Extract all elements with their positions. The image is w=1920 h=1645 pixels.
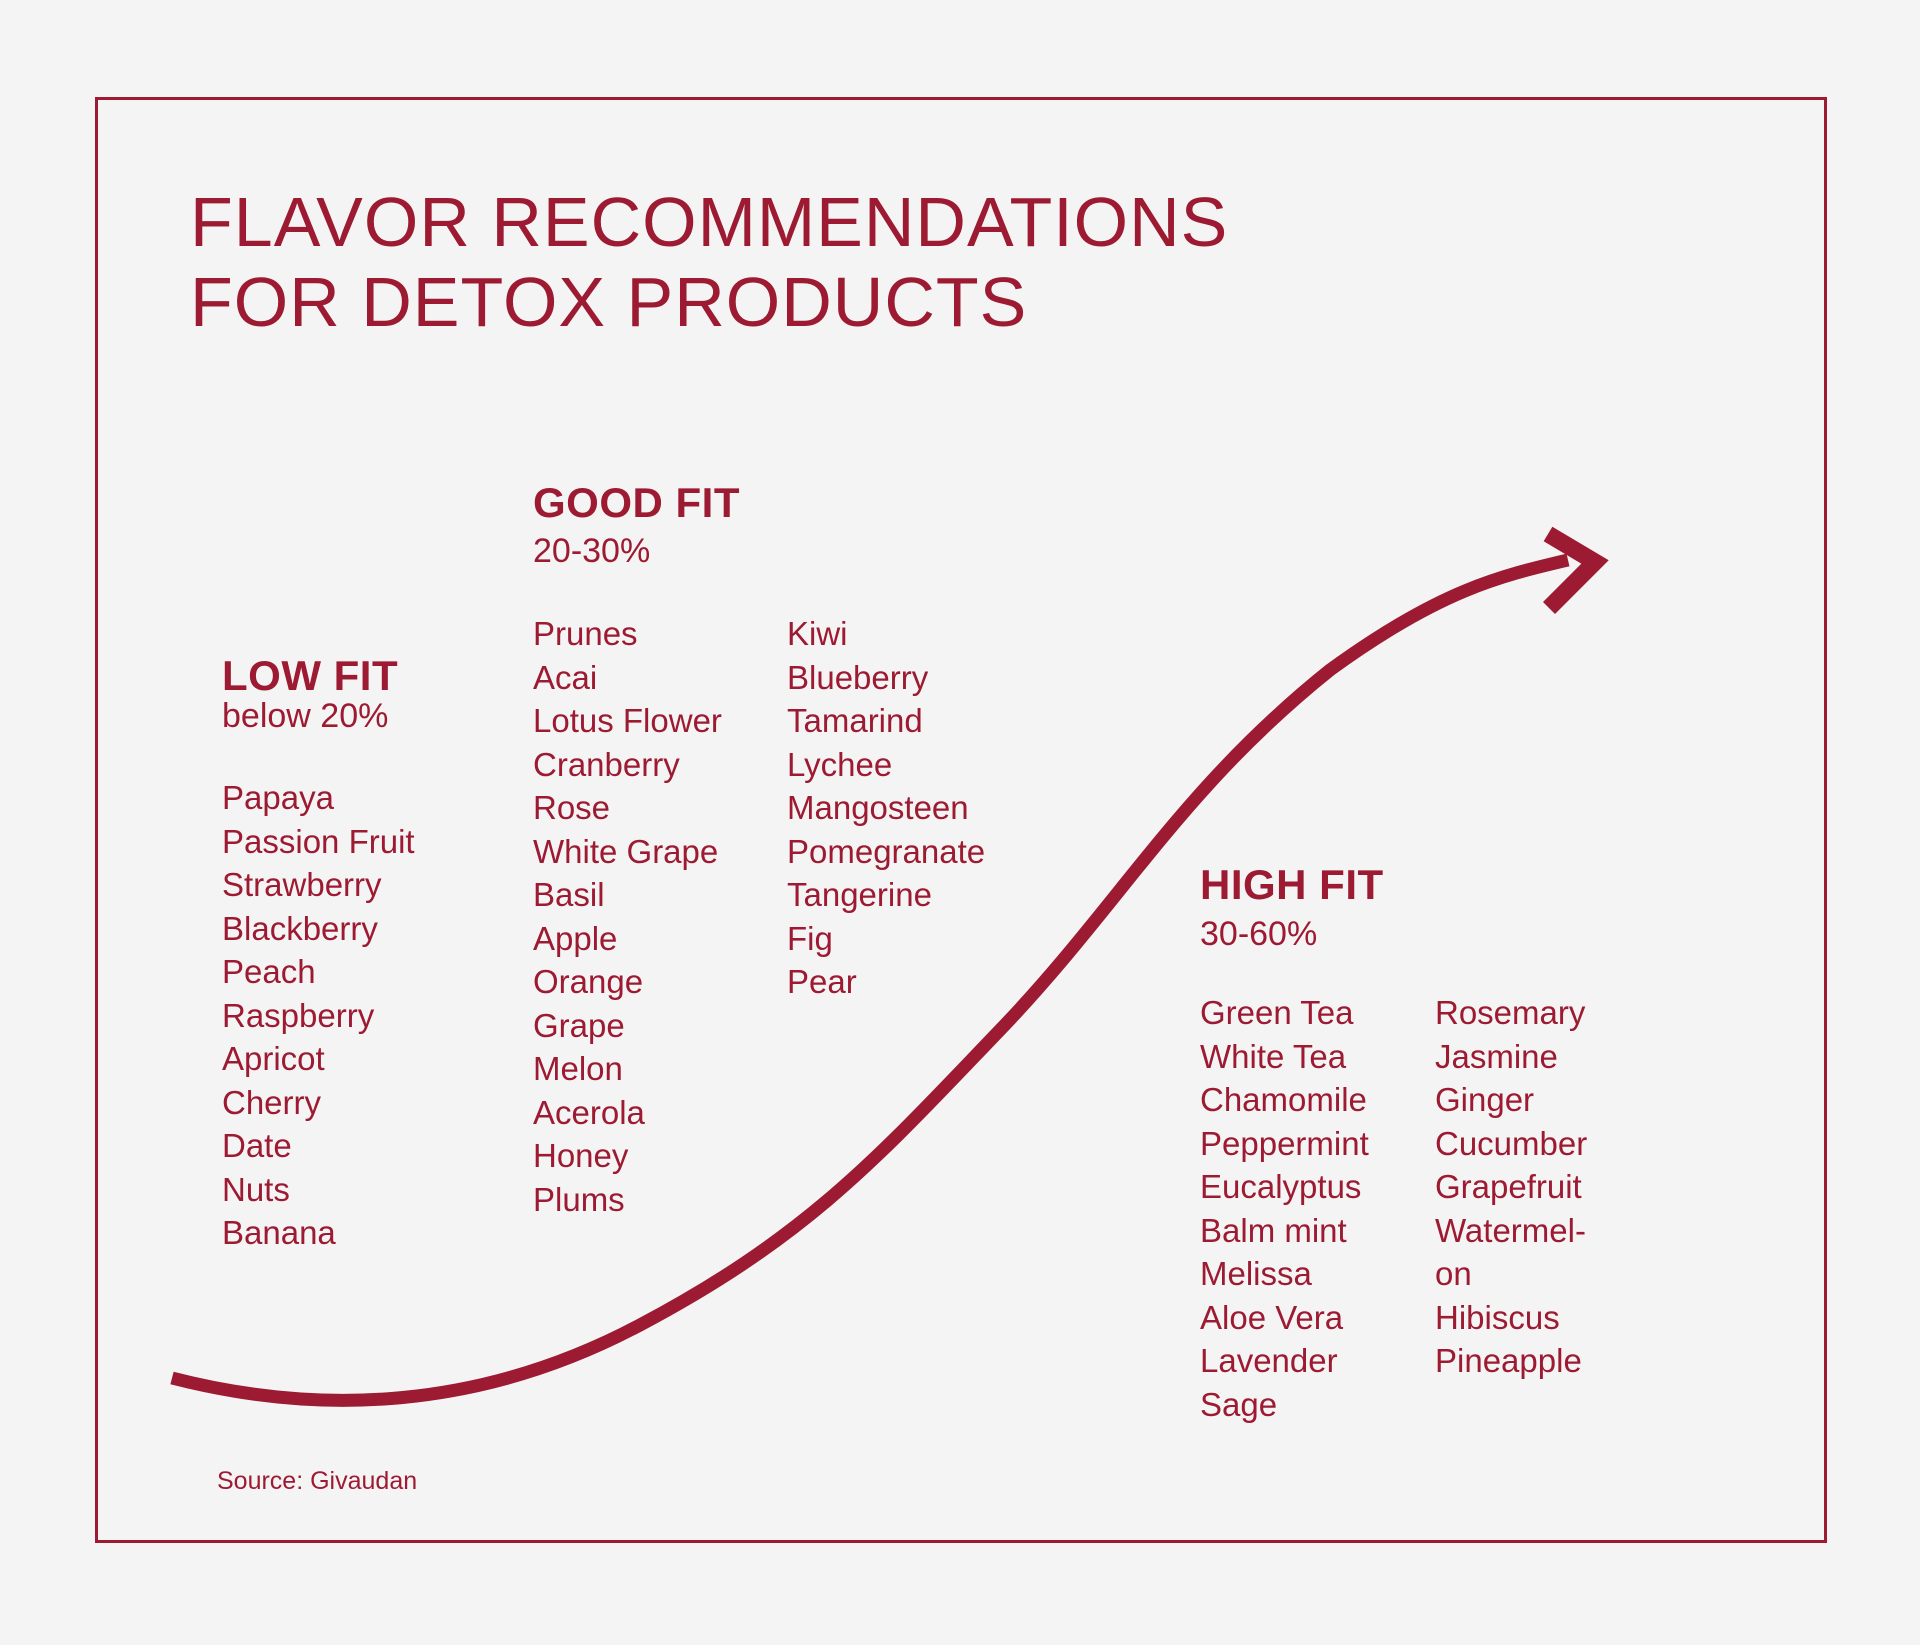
section-label-low-fit: LOW FIT bbox=[222, 652, 399, 699]
flavor-item: Pineapple bbox=[1435, 1342, 1582, 1379]
flavor-item: Strawberry bbox=[222, 866, 382, 903]
flavor-item: White Tea bbox=[1200, 1037, 1347, 1075]
flavor-item: Prunes bbox=[533, 615, 638, 652]
flavor-item: on bbox=[1435, 1255, 1472, 1292]
flavor-item: Papaya bbox=[222, 779, 334, 816]
flavor-item: Pomegranate bbox=[787, 832, 986, 870]
flavor-item: Fig bbox=[787, 919, 833, 957]
flavor-item: Mangosteen bbox=[787, 789, 969, 826]
flavor-item: Lotus Flower bbox=[533, 702, 722, 739]
flavor-item: Lychee bbox=[787, 745, 893, 783]
section-range-low-fit: below 20% bbox=[222, 697, 389, 735]
flavor-list-good-fit-col2: Kiwi Blueberry Tamarind Lychee Mangosteen Pom… bbox=[787, 612, 985, 1004]
flavor-item: White Grape bbox=[533, 832, 719, 870]
flavor-item: Kiwi bbox=[787, 615, 848, 652]
page-title-line1: FLAVOR RECOMMENDATIONS bbox=[190, 183, 1229, 261]
flavor-item: Tangerine bbox=[787, 876, 932, 913]
flavor-item: Honey bbox=[533, 1137, 629, 1174]
flavor-item: Cranberry bbox=[533, 745, 680, 783]
section-label-high-fit: HIGH FIT bbox=[1200, 861, 1384, 908]
flavor-item: Grapefruit bbox=[1435, 1168, 1582, 1205]
flavor-list-good-fit-col1: Prunes Acai Lotus Flower Cranberry Rose White… bbox=[533, 612, 722, 1221]
flavor-item: Green Tea bbox=[1200, 994, 1354, 1031]
flavor-list-high-fit-col1: Green Tea White Tea Chamomile Peppermint Euc… bbox=[1200, 991, 1369, 1426]
source-note: Source: Givaudan bbox=[217, 1467, 418, 1495]
flavor-item: Balm mint bbox=[1200, 1211, 1347, 1249]
flavor-item: Plums bbox=[533, 1180, 625, 1218]
flavor-item: Acerola bbox=[533, 1093, 645, 1131]
flavor-item: Nuts bbox=[222, 1170, 290, 1208]
flavor-item: Pear bbox=[787, 963, 857, 1000]
flavor-item: Basil bbox=[533, 876, 605, 913]
flavor-item: Banana bbox=[222, 1214, 336, 1251]
flavor-item: Melon bbox=[533, 1050, 623, 1087]
flavor-item: Passion Fruit bbox=[222, 822, 415, 860]
flavor-item: Blackberry bbox=[222, 909, 378, 947]
flavor-item: Date bbox=[222, 1127, 292, 1164]
flavor-item: Apple bbox=[533, 919, 618, 957]
flavor-item: Melissa bbox=[1200, 1255, 1312, 1292]
flavor-item: Grape bbox=[533, 1006, 625, 1044]
flavor-item: Ginger bbox=[1435, 1081, 1535, 1118]
section-label-good-fit: GOOD FIT bbox=[533, 479, 740, 526]
flavor-item: Raspberry bbox=[222, 996, 375, 1034]
page-title: FLAVOR RECOMMENDATIONS FOR DETOX PRODUCT… bbox=[190, 182, 1228, 342]
page-title-line2: FOR DETOX PRODUCTS bbox=[190, 263, 1028, 341]
flavor-list-low-fit: Papaya Passion Fruit Strawberry Blackberry P… bbox=[222, 776, 415, 1255]
flavor-item: Rosemary bbox=[1435, 994, 1586, 1031]
flavor-item: Watermel- bbox=[1435, 1211, 1586, 1249]
flavor-item: Hibiscus bbox=[1435, 1298, 1560, 1336]
flavor-item: Rose bbox=[533, 789, 611, 826]
flavor-item: Sage bbox=[1200, 1385, 1278, 1423]
section-range-good-fit: 20-30% bbox=[533, 532, 651, 570]
flavor-item: Tamarind bbox=[787, 702, 923, 739]
flavor-item: Eucalyptus bbox=[1200, 1168, 1362, 1205]
flavor-item: Cucumber bbox=[1435, 1124, 1588, 1162]
flavor-item: Lavender bbox=[1200, 1342, 1338, 1379]
flavor-item: Blueberry bbox=[787, 658, 929, 696]
flavor-item: Acai bbox=[533, 658, 598, 696]
flavor-item: Aloe Vera bbox=[1200, 1298, 1344, 1336]
flavor-item: Orange bbox=[533, 963, 644, 1000]
flavor-item: Chamomile bbox=[1200, 1081, 1367, 1118]
flavor-item: Peppermint bbox=[1200, 1124, 1369, 1162]
section-range-high-fit: 30-60% bbox=[1200, 915, 1318, 953]
flavor-list-high-fit-col2: Rosemary Jasmine Ginger Cucumber Grapefruit W… bbox=[1435, 991, 1587, 1383]
flavor-item: Peach bbox=[222, 953, 316, 990]
flavor-item: Cherry bbox=[222, 1083, 322, 1121]
flavor-item: Apricot bbox=[222, 1040, 325, 1077]
border-frame bbox=[95, 97, 1827, 1543]
flavor-item: Jasmine bbox=[1435, 1037, 1558, 1075]
